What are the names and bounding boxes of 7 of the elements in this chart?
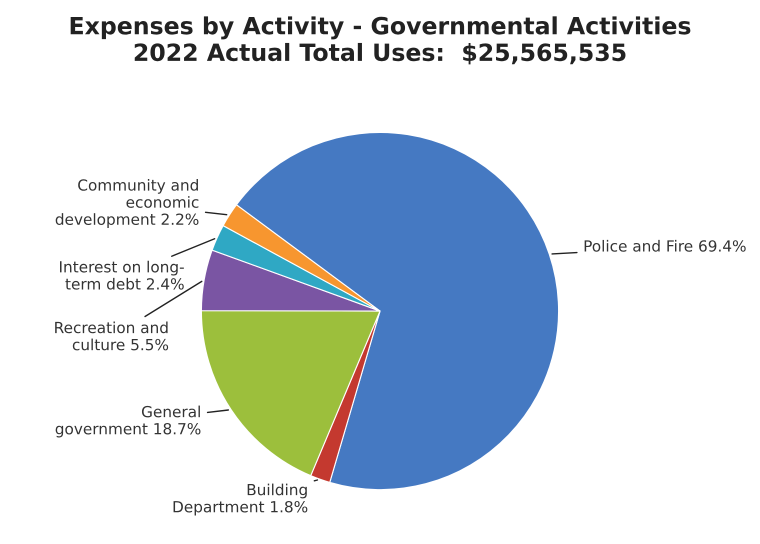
slice-label: Police and Fire 69.4%: [584, 240, 746, 252]
slice-label: Interest on long- term debt 2.4%: [60, 260, 184, 290]
slice-label: Building Department 1.8%: [174, 484, 308, 516]
chart-title: Expenses by Activity - Governmental Activities 2022 Actual Total Uses: $25,565,535: [70, 16, 690, 64]
slice-label: Recreation and culture 5.5%: [55, 321, 168, 350]
slice-label: Community and economic development 2.2%: [56, 178, 198, 228]
slice-label: General government 18.7%: [56, 406, 200, 438]
